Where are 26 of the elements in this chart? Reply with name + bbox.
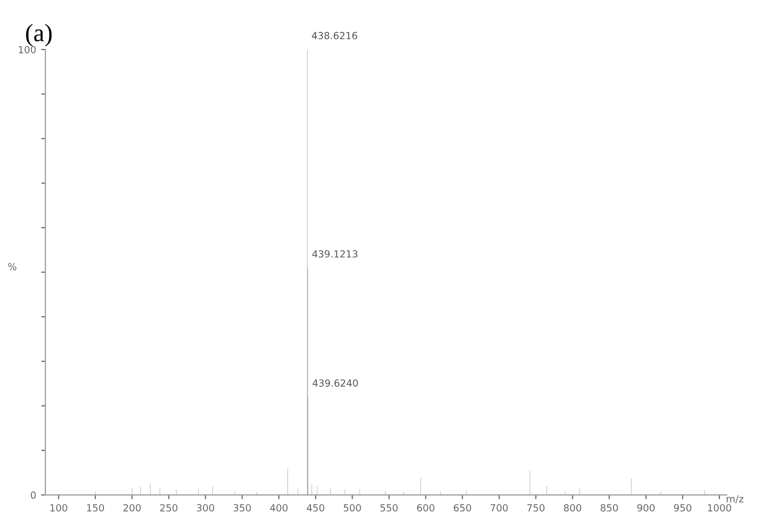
x-tick-label: 650 [454, 504, 472, 512]
x-tick-label: 800 [564, 504, 582, 512]
x-tick-label: 450 [306, 504, 324, 512]
x-tick-label: 500 [344, 504, 361, 512]
chart-title: (a) [26, 24, 52, 46]
annotation: 439.1213 [312, 250, 358, 258]
x-tick-label: 300 [196, 504, 214, 512]
y-axis-title: % [8, 262, 16, 270]
x-tick-label: 900 [637, 504, 655, 512]
x-tick-label: 100 [50, 504, 68, 512]
x-tick-label: 350 [234, 504, 251, 512]
x-tick-label: 550 [380, 504, 398, 512]
x-tick-label: 700 [490, 504, 508, 512]
y-tick-label: 0 [30, 491, 36, 499]
x-tick-label: 1000 [708, 504, 732, 512]
x-tick-label: 200 [123, 504, 141, 512]
x-axis-title: m/z [726, 495, 744, 504]
x-tick-label: 400 [270, 504, 288, 512]
x-tick-label: 850 [600, 504, 618, 512]
x-tick-label: 150 [87, 504, 104, 512]
x-tick-label: 600 [417, 504, 434, 512]
annotation: 438.6216 [312, 32, 358, 40]
x-tick-label: 950 [674, 504, 692, 512]
annotation: 439.6240 [312, 379, 358, 387]
x-tick-label: 750 [527, 504, 544, 512]
x-tick-label: 250 [160, 504, 178, 512]
